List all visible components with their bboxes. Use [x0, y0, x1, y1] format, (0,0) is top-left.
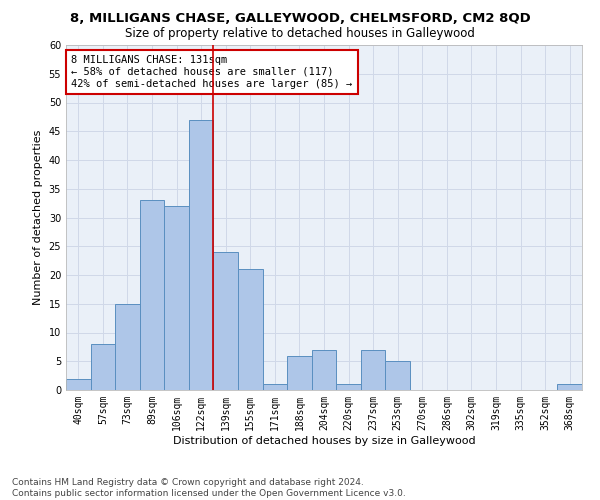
Bar: [115, 304, 140, 390]
Bar: [385, 361, 410, 390]
Text: Contains HM Land Registry data © Crown copyright and database right 2024.
Contai: Contains HM Land Registry data © Crown c…: [12, 478, 406, 498]
Bar: [91, 344, 115, 390]
Text: 8, MILLIGANS CHASE, GALLEYWOOD, CHELMSFORD, CM2 8QD: 8, MILLIGANS CHASE, GALLEYWOOD, CHELMSFO…: [70, 12, 530, 26]
Bar: [66, 378, 91, 390]
X-axis label: Distribution of detached houses by size in Galleywood: Distribution of detached houses by size …: [173, 436, 475, 446]
Bar: [164, 206, 189, 390]
Bar: [140, 200, 164, 390]
Bar: [189, 120, 214, 390]
Text: Size of property relative to detached houses in Galleywood: Size of property relative to detached ho…: [125, 28, 475, 40]
Bar: [263, 384, 287, 390]
Text: 8 MILLIGANS CHASE: 131sqm
← 58% of detached houses are smaller (117)
42% of semi: 8 MILLIGANS CHASE: 131sqm ← 58% of detac…: [71, 56, 352, 88]
Y-axis label: Number of detached properties: Number of detached properties: [33, 130, 43, 305]
Bar: [361, 350, 385, 390]
Bar: [287, 356, 312, 390]
Bar: [336, 384, 361, 390]
Bar: [214, 252, 238, 390]
Bar: [557, 384, 582, 390]
Bar: [238, 269, 263, 390]
Bar: [312, 350, 336, 390]
